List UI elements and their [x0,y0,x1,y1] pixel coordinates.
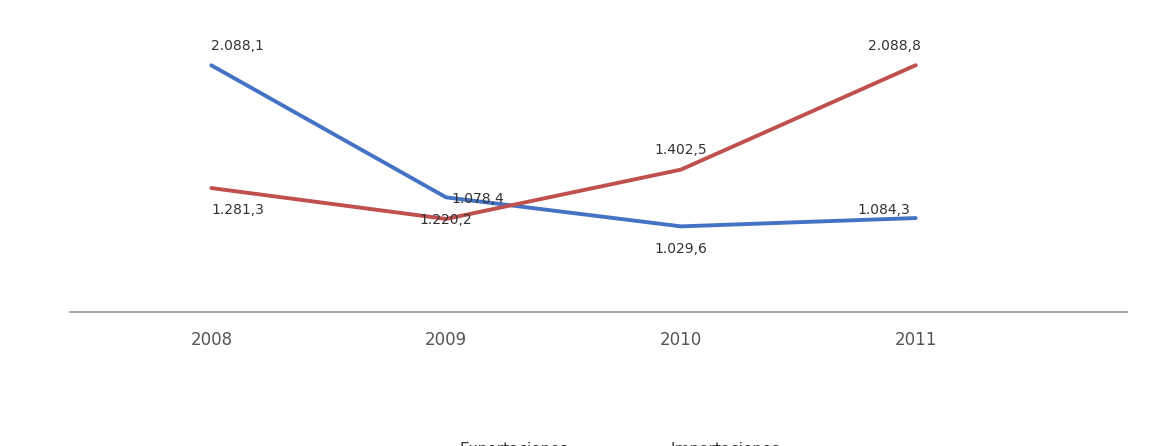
Importaciones [439,216,453,222]
Text: 1.078,4: 1.078,4 [452,193,505,206]
Importaciones [674,167,688,172]
Exportaciones [204,62,218,68]
Exportaciones [909,215,923,221]
Text: 1.281,3: 1.281,3 [211,203,264,217]
Text: 2.088,8: 2.088,8 [869,39,922,53]
Text: 2.088,1: 2.088,1 [211,39,264,53]
Exportaciones [439,195,453,200]
Text: 1.220,2: 1.220,2 [420,213,472,227]
Text: 1.084,3: 1.084,3 [857,203,910,217]
Importaciones [909,62,923,68]
Importaciones [204,186,218,191]
Text: 1.029,6: 1.029,6 [654,242,708,256]
Exportaciones [674,224,688,229]
Legend: Exportaciones, Importaciones: Exportaciones, Importaciones [412,436,785,446]
Line: Importaciones: Importaciones [211,65,916,219]
Text: 1.402,5: 1.402,5 [655,143,707,157]
Line: Exportaciones: Exportaciones [211,65,916,227]
